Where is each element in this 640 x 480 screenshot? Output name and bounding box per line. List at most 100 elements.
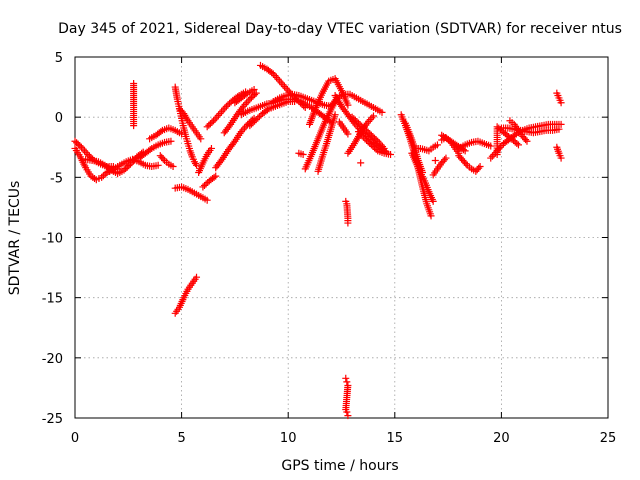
data-point [366,130,374,138]
data-point [555,125,563,133]
data-point [367,131,375,139]
data-point [201,181,209,189]
series-arc-38 [412,141,441,155]
data-point [364,138,372,146]
series-arc-13 [195,144,215,177]
data-point [252,116,260,124]
series-arc-15 [203,88,250,131]
data-point [363,136,371,144]
data-point [71,137,79,145]
y-tick-label: -10 [42,232,63,247]
series-arc-06 [135,137,175,162]
data-point [167,137,175,145]
data-point [361,125,369,133]
data-point [361,135,369,143]
data-point [378,108,386,116]
series-arc-18 [231,85,258,107]
data-point [431,156,439,164]
data-point [246,122,254,130]
data-point [357,159,365,167]
data-point [246,95,254,103]
data-point [252,89,260,97]
data-point [363,127,371,135]
data-point [368,114,376,122]
data-point [244,97,252,105]
series-arc-33 [348,113,388,152]
data-point [557,99,565,107]
data-point [230,139,238,147]
data-point [557,154,565,162]
data-point [429,197,437,205]
data-point [76,142,84,150]
data-point [263,106,271,114]
data-point [274,75,282,83]
series-arc-09 [171,83,201,169]
data-point [276,77,284,85]
x-tick-label: 5 [177,431,185,446]
data-point [487,142,495,150]
series-arc-34 [355,128,395,158]
data-point [433,141,441,149]
data-point [208,118,216,126]
data-point [219,106,227,114]
data-point [242,90,250,98]
data-point [372,136,380,144]
data-point [372,145,380,153]
data-point [217,157,225,165]
series-arc-23 [295,149,307,158]
y-tick-label: -15 [42,292,63,307]
data-point [169,163,177,171]
data-point [369,133,377,141]
series-arc-04 [103,155,162,177]
data-point [207,144,215,152]
y-tick-label: 0 [55,111,63,126]
series-arc-16 [212,114,258,172]
data-point [514,141,522,149]
data-point [272,73,280,81]
data-point [301,104,309,112]
data-point [199,183,207,191]
data-point [210,173,218,181]
series-arc-26 [314,111,339,175]
data-point [221,104,229,112]
data-point [254,114,262,122]
data-point [344,101,352,109]
data-point [369,142,377,150]
data-point [226,99,234,107]
y-tick-label: -5 [50,171,63,186]
series-arc-29 [335,118,352,138]
data-point [300,102,308,110]
series-arc-44 [497,124,563,137]
data-point [371,134,379,142]
data-point [280,82,288,90]
data-point [249,92,257,100]
data-point [206,120,214,128]
data-point [355,119,363,127]
data-point [222,102,230,110]
data-point [356,121,364,129]
data-point [203,123,211,131]
data-point [249,119,257,127]
data-point [344,219,352,227]
data-point [81,147,89,155]
x-tick-label: 15 [387,431,404,446]
data-point [251,117,259,125]
data-point [488,152,496,160]
series-arc-20 [246,98,299,130]
series-arc-07 [146,124,186,143]
data-point [462,160,470,168]
series-arc-10 [171,183,211,204]
y-tick-label: -25 [42,412,63,427]
data-point [364,128,372,136]
data-point [130,122,138,130]
data-point [247,120,255,128]
data-point [427,212,435,220]
grid-lines [75,57,608,418]
data-point [348,113,356,121]
data-point [358,122,366,130]
data-point [523,137,531,145]
data-point [343,408,351,416]
series-arc-45 [506,117,531,145]
data-point [213,113,221,121]
